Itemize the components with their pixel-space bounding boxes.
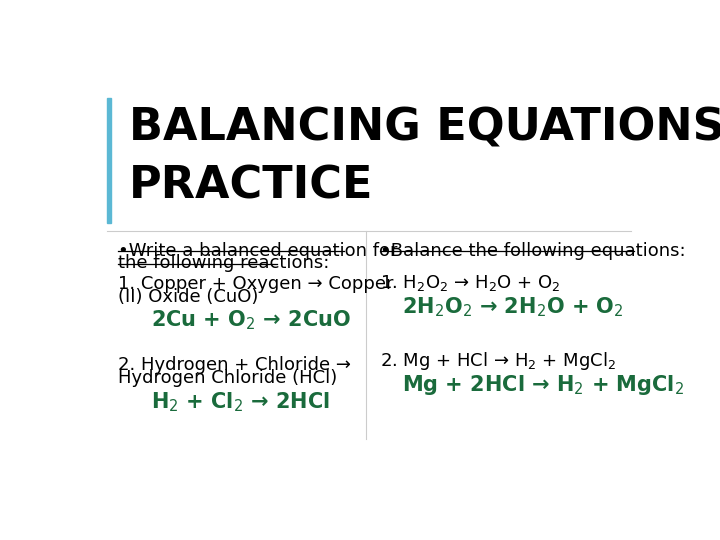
Text: 1. Copper + Oxygen → Copper: 1. Copper + Oxygen → Copper <box>118 275 393 293</box>
Text: 2. Mg + HCl → H$_2$ + MgCl$_2$: 2. Mg + HCl → H$_2$ + MgCl$_2$ <box>380 349 616 372</box>
Text: BALANCING EQUATIONS: BALANCING EQUATIONS <box>129 106 720 150</box>
Text: the following reactions:: the following reactions: <box>118 254 329 272</box>
Text: H$_2$ + Cl$_2$ → 2HCl: H$_2$ + Cl$_2$ → 2HCl <box>151 390 330 414</box>
Text: •Balance the following equations:: •Balance the following equations: <box>380 241 685 260</box>
Text: (II) Oxide (CuO): (II) Oxide (CuO) <box>118 288 258 306</box>
Text: 1. H$_2$O$_2$ → H$_2$O + O$_2$: 1. H$_2$O$_2$ → H$_2$O + O$_2$ <box>380 273 561 293</box>
Bar <box>107 98 111 223</box>
Text: 2H$_2$O$_2$ → 2H$_2$O + O$_2$: 2H$_2$O$_2$ → 2H$_2$O + O$_2$ <box>402 295 624 319</box>
Text: •Write a balanced equation for: •Write a balanced equation for <box>118 241 397 260</box>
Text: 2Cu + O$_2$ → 2CuO: 2Cu + O$_2$ → 2CuO <box>151 308 351 332</box>
Text: Hydrogen Chloride (HCl): Hydrogen Chloride (HCl) <box>118 369 337 387</box>
Text: Mg + 2HCl → H$_2$ + MgCl$_2$: Mg + 2HCl → H$_2$ + MgCl$_2$ <box>402 373 685 397</box>
Text: PRACTICE: PRACTICE <box>129 165 374 207</box>
Text: 2. Hydrogen + Chloride →: 2. Hydrogen + Chloride → <box>118 356 351 374</box>
